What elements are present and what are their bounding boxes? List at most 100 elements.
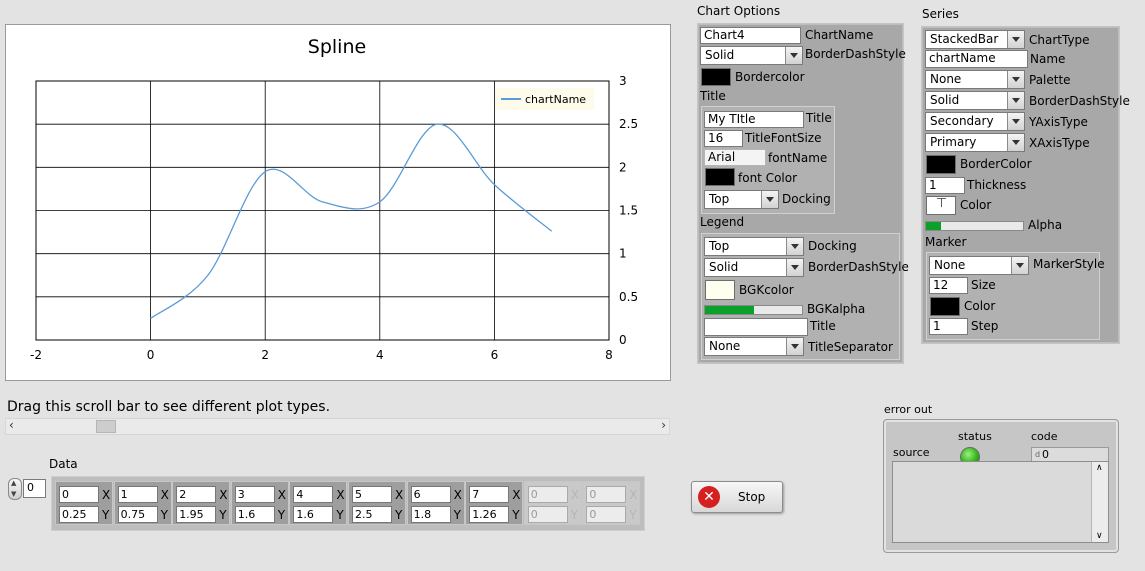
title-docking-select[interactable]: Top bbox=[704, 190, 779, 209]
border-dash-style-select[interactable]: Solid bbox=[700, 46, 803, 65]
data-point-cell: 0 X 0.25 Y bbox=[55, 481, 113, 525]
data-y-field[interactable]: 1.95 bbox=[176, 506, 217, 523]
palette-select[interactable]: None bbox=[925, 70, 1025, 89]
title-field[interactable]: My TItle bbox=[704, 111, 804, 128]
chart-name-field[interactable]: Chart4 bbox=[700, 27, 801, 44]
thickness-field[interactable]: 1 bbox=[925, 177, 965, 194]
data-x-label: X bbox=[629, 488, 638, 502]
chevron-down-icon[interactable] bbox=[786, 338, 803, 355]
marker-size-field[interactable]: 12 bbox=[929, 277, 968, 294]
y-axis-type-label: YAxisType bbox=[1029, 115, 1088, 129]
data-x-field[interactable]: 1 bbox=[117, 486, 158, 503]
scroll-right-arrow[interactable]: › bbox=[661, 418, 666, 432]
data-x-field[interactable]: 0 bbox=[527, 486, 568, 503]
x-tick-label: 8 bbox=[605, 348, 613, 362]
stepper-down-icon[interactable]: ▼ bbox=[11, 490, 17, 498]
data-y-field[interactable]: 1.26 bbox=[469, 506, 510, 523]
data-x-field[interactable]: 4 bbox=[293, 486, 334, 503]
series-alpha-slider[interactable] bbox=[925, 221, 1024, 231]
data-y-field[interactable]: 1.8 bbox=[410, 506, 451, 523]
data-y-field[interactable]: 1.6 bbox=[293, 506, 334, 523]
stop-icon: ✕ bbox=[698, 486, 720, 508]
border-color-swatch[interactable] bbox=[701, 68, 731, 86]
title-section-label: Title bbox=[700, 89, 726, 103]
data-x-field[interactable]: 6 bbox=[410, 486, 451, 503]
marker-style-select[interactable]: None bbox=[929, 256, 1029, 275]
source-scrollbar[interactable]: ∧ ∨ bbox=[1091, 462, 1108, 542]
data-label: Data bbox=[49, 457, 78, 471]
x-axis-type-value: Primary bbox=[930, 135, 977, 149]
marker-step-field[interactable]: 1 bbox=[929, 318, 968, 335]
chart-frame: Spline -2 0 2 4 6 8 0 0.5 1 1.5 2 2.5 3 chartName bbox=[5, 24, 671, 381]
data-x-label: X bbox=[102, 488, 111, 502]
x-tick-label: 4 bbox=[376, 348, 384, 362]
y-axis-type-select[interactable]: Secondary bbox=[925, 112, 1025, 131]
code-prefix: d bbox=[1035, 450, 1041, 459]
chevron-down-icon[interactable] bbox=[786, 259, 803, 276]
chevron-down-icon[interactable] bbox=[1007, 71, 1024, 88]
data-y-field[interactable]: 0.25 bbox=[59, 506, 99, 523]
x-tick-label: -2 bbox=[30, 348, 42, 362]
chevron-down-icon[interactable] bbox=[1007, 92, 1024, 109]
code-field: d 0 bbox=[1031, 447, 1109, 462]
plot-type-scrollbar[interactable]: ‹ › bbox=[5, 418, 670, 435]
series-name-field[interactable]: chartName bbox=[925, 50, 1028, 68]
series-alpha-label: Alpha bbox=[1028, 218, 1063, 232]
chevron-down-icon[interactable] bbox=[1011, 257, 1028, 274]
chevron-down-icon[interactable] bbox=[1007, 31, 1024, 48]
legend-dash-style-select[interactable]: Solid bbox=[704, 258, 804, 277]
chart-type-select[interactable]: StackedBar bbox=[925, 30, 1025, 49]
data-y-field[interactable]: 0.75 bbox=[117, 506, 158, 523]
scroll-up-icon[interactable]: ∧ bbox=[1096, 463, 1103, 473]
data-x-field[interactable]: 0 bbox=[586, 486, 627, 503]
scroll-down-icon[interactable]: ∨ bbox=[1096, 531, 1103, 541]
chevron-down-icon[interactable] bbox=[761, 191, 778, 208]
data-point-cell: 7 X 1.26 Y bbox=[465, 481, 524, 525]
source-textbox[interactable]: ∧ ∨ bbox=[892, 461, 1109, 543]
data-y-label: Y bbox=[160, 508, 168, 522]
marker-color-swatch[interactable] bbox=[930, 297, 960, 316]
legend-docking-select[interactable]: Top bbox=[704, 237, 804, 256]
data-x-field[interactable]: 7 bbox=[469, 486, 510, 503]
data-array: 0 X 0.25 Y 1 X 0.75 Y 2 X 1.95 Y 3 X 1.6 Y 4 X 1.6 Y 5 X 2.5 Y 6… bbox=[51, 476, 645, 531]
source-label: source bbox=[893, 446, 930, 459]
marker-step-label: Step bbox=[971, 319, 999, 333]
marker-style-value: None bbox=[934, 258, 966, 272]
array-index-field[interactable]: 0 bbox=[23, 479, 46, 498]
series-dash-style-select[interactable]: Solid bbox=[925, 91, 1025, 110]
scroll-thumb[interactable] bbox=[96, 420, 116, 433]
data-y-field[interactable]: 2.5 bbox=[352, 506, 392, 523]
data-y-field[interactable]: 1.6 bbox=[234, 506, 275, 523]
legend-title-field[interactable] bbox=[704, 318, 808, 336]
stop-button[interactable]: ✕ Stop bbox=[691, 481, 783, 513]
data-x-label: X bbox=[336, 488, 345, 502]
series-border-color-swatch[interactable] bbox=[926, 155, 956, 174]
data-y-field[interactable]: 0 bbox=[586, 506, 627, 523]
array-index-stepper[interactable]: ▲ ▼ bbox=[8, 478, 22, 500]
data-x-field[interactable]: 2 bbox=[176, 486, 217, 503]
chevron-down-icon[interactable] bbox=[1007, 113, 1024, 130]
chevron-down-icon[interactable] bbox=[785, 47, 802, 64]
data-x-field[interactable]: 3 bbox=[234, 486, 275, 503]
error-out-heading: error out bbox=[884, 403, 933, 416]
series-heading: Series bbox=[922, 7, 959, 21]
chevron-down-icon[interactable] bbox=[1007, 134, 1024, 151]
font-name-field[interactable]: Arial bbox=[704, 149, 766, 166]
marker-color-label: Color bbox=[964, 299, 996, 313]
series-color-swatch[interactable]: ⊤ bbox=[926, 196, 956, 215]
x-axis-type-select[interactable]: Primary bbox=[925, 133, 1025, 152]
font-color-swatch[interactable] bbox=[705, 168, 735, 186]
bg-alpha-slider[interactable] bbox=[704, 305, 803, 315]
data-x-field[interactable]: 5 bbox=[352, 486, 392, 503]
title-font-size-field[interactable]: 16 bbox=[704, 130, 743, 147]
bg-color-swatch[interactable] bbox=[705, 280, 735, 300]
scroll-left-arrow[interactable]: ‹ bbox=[9, 418, 14, 432]
title-separator-select[interactable]: None bbox=[704, 337, 804, 356]
data-y-field[interactable]: 0 bbox=[527, 506, 568, 523]
series-name-label: Name bbox=[1030, 52, 1066, 66]
chevron-down-icon[interactable] bbox=[786, 238, 803, 255]
stepper-up-icon[interactable]: ▲ bbox=[11, 479, 17, 487]
title-docking-value: Top bbox=[709, 192, 730, 206]
data-x-field[interactable]: 0 bbox=[59, 486, 99, 503]
